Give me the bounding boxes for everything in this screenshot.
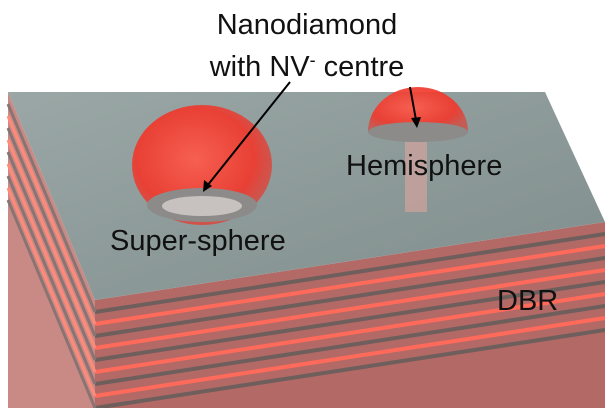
diagram: Nanodiamond with NV- centre Super-sphere… bbox=[0, 0, 605, 408]
label-text: centre bbox=[316, 51, 405, 83]
label-nanodiamond: Nanodiamond bbox=[217, 9, 398, 41]
label-dbr: DBR bbox=[497, 285, 558, 317]
super-sphere-dome bbox=[132, 105, 272, 225]
label-text: with NV bbox=[209, 51, 311, 83]
label-nv-centre: with NV- centre bbox=[209, 50, 405, 83]
label-super-sphere: Super-sphere bbox=[110, 225, 286, 257]
dbr-slab bbox=[8, 92, 605, 408]
label-hemisphere: Hemisphere bbox=[346, 150, 502, 182]
